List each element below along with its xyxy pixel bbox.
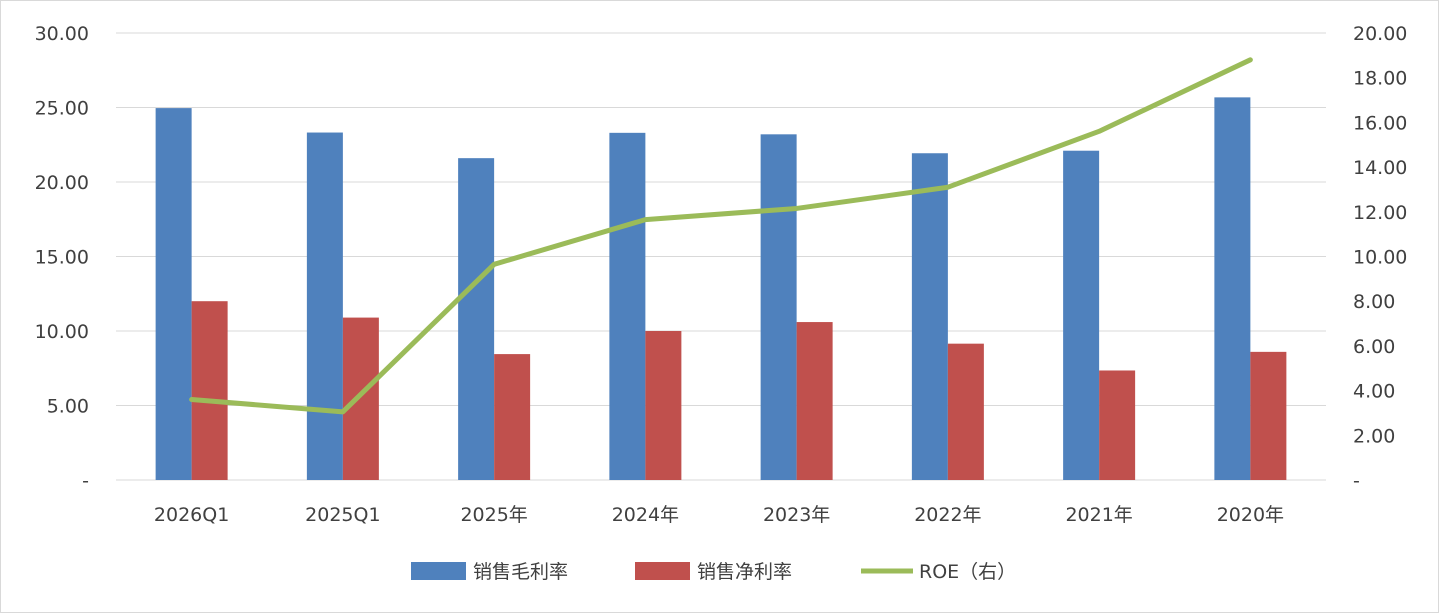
right-tick-label: 18.00 — [1353, 68, 1407, 90]
left-tick-label: 15.00 — [35, 247, 89, 269]
legend-label: 销售毛利率 — [473, 561, 568, 583]
bar-gross-margin — [307, 133, 343, 480]
left-tick-label: 5.00 — [47, 396, 89, 418]
bar-gross-margin — [458, 158, 494, 480]
left-tick-label: 20.00 — [35, 172, 89, 194]
legend-swatch — [635, 562, 690, 580]
left-tick-label: 25.00 — [35, 98, 89, 120]
right-tick-label: 20.00 — [1353, 23, 1407, 45]
category-label: 2022年 — [914, 504, 981, 526]
right-tick-label: - — [1353, 470, 1360, 492]
legend-swatch — [411, 562, 466, 580]
left-tick-label: 30.00 — [35, 23, 89, 45]
right-tick-label: 2.00 — [1353, 425, 1395, 447]
bar-net-margin — [192, 301, 228, 480]
bar-gross-margin — [1214, 97, 1250, 480]
gridlines — [116, 33, 1326, 480]
bar-gross-margin — [1063, 151, 1099, 480]
left-axis-ticks: - 5.00 10.00 15.00 20.00 25.00 30.00 — [35, 23, 89, 492]
legend: 销售毛利率 销售净利率 ROE（右） — [411, 561, 1016, 583]
bars — [156, 97, 1287, 480]
category-label: 2023年 — [763, 504, 830, 526]
right-tick-label: 16.00 — [1353, 112, 1407, 134]
bar-gross-margin — [912, 153, 948, 480]
category-label: 2021年 — [1065, 504, 1132, 526]
bar-net-margin — [1099, 370, 1135, 480]
category-label: 2024年 — [612, 504, 679, 526]
bar-net-margin — [645, 331, 681, 480]
legend-label: 销售净利率 — [697, 561, 792, 583]
right-tick-label: 8.00 — [1353, 291, 1395, 313]
bar-gross-margin — [156, 108, 192, 480]
legend-label: ROE（右） — [919, 561, 1016, 583]
right-tick-label: 12.00 — [1353, 202, 1407, 224]
bar-net-margin — [797, 322, 833, 480]
category-labels: 2026Q1 2025Q1 2025年 2024年 2023年 2022年 2021年 202… — [154, 504, 1284, 526]
right-tick-label: 14.00 — [1353, 157, 1407, 179]
bar-net-margin — [948, 344, 984, 480]
left-tick-label: 10.00 — [35, 321, 89, 343]
bar-net-margin — [1250, 352, 1286, 480]
right-tick-label: 4.00 — [1353, 381, 1395, 403]
category-label: 2020年 — [1217, 504, 1284, 526]
category-label: 2025年 — [460, 504, 527, 526]
bar-gross-margin — [609, 133, 645, 480]
right-tick-label: 6.00 — [1353, 336, 1395, 358]
bar-net-margin — [494, 354, 530, 480]
left-tick-label: - — [82, 470, 89, 492]
bar-net-margin — [343, 318, 379, 480]
bar-gross-margin — [761, 134, 797, 480]
right-tick-label: 10.00 — [1353, 247, 1407, 269]
right-axis-ticks: - 2.00 4.00 6.00 8.00 10.00 12.00 14.00 16.00 18.… — [1353, 23, 1407, 492]
category-label: 2026Q1 — [154, 504, 229, 526]
category-label: 2025Q1 — [305, 504, 380, 526]
